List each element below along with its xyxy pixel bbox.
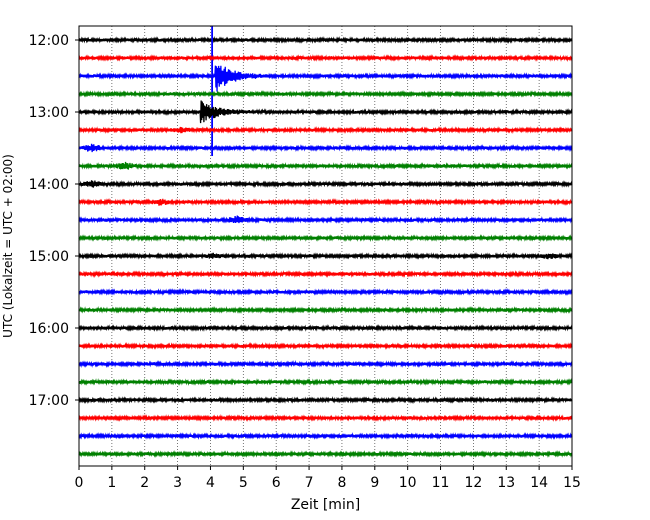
trace-line — [78, 100, 573, 124]
trace-line — [78, 36, 573, 44]
trace-line — [78, 126, 573, 134]
trace-line — [78, 360, 573, 369]
x-axis-ticks: 0 1 2 3 4 5 6 7 8 9 10 11 12 13 14 15 — [75, 466, 581, 491]
traces — [78, 26, 573, 459]
trace-line — [78, 90, 573, 98]
trace-line — [78, 65, 573, 92]
trace-line — [78, 306, 573, 314]
trace-line — [78, 234, 573, 243]
x-tick-label: 3 — [173, 475, 182, 491]
trace-line — [78, 54, 573, 62]
y-tick-label: 12:00 — [29, 33, 69, 49]
trace-line — [78, 396, 573, 404]
y-tick-label: 13:00 — [29, 105, 69, 121]
y-axis-label: UTC (Lokalzeit = UTC + 02:00) — [1, 154, 15, 338]
trace-line — [78, 252, 573, 260]
y-tick-label: 14:00 — [29, 177, 69, 193]
trace-line — [78, 450, 573, 459]
trace-line — [78, 432, 573, 440]
trace-line — [78, 324, 573, 333]
x-tick-label: 0 — [75, 475, 84, 491]
vertical-grid — [111, 26, 540, 466]
x-tick-label: 2 — [140, 475, 149, 491]
x-tick-label: 10 — [399, 475, 417, 491]
x-tick-label: 13 — [497, 475, 515, 491]
trace-line — [78, 215, 573, 224]
x-tick-label: 12 — [464, 475, 482, 491]
trace-line — [78, 161, 573, 170]
y-axis-ticks: 12:00 13:00 14:00 15:00 16:00 17:00 — [29, 33, 79, 409]
y-tick-label: 16:00 — [29, 321, 69, 337]
y-tick-label: 17:00 — [29, 393, 69, 409]
x-tick-label: 4 — [206, 475, 215, 491]
trace-line — [78, 270, 573, 278]
x-tick-label: 11 — [432, 475, 450, 491]
x-axis-label: Zeit [min] — [291, 497, 360, 513]
trace-line — [78, 288, 573, 296]
x-tick-label: 6 — [272, 475, 281, 491]
x-tick-label: 8 — [337, 475, 346, 491]
x-tick-label: 5 — [239, 475, 248, 491]
trace-line — [78, 342, 573, 350]
x-tick-label: 7 — [305, 475, 314, 491]
trace-line — [78, 180, 573, 189]
trace-line — [78, 378, 573, 386]
x-tick-label: 1 — [107, 475, 116, 491]
x-tick-label: 14 — [530, 475, 548, 491]
y-tick-label: 15:00 — [29, 249, 69, 265]
plot-frame — [78, 25, 573, 467]
x-tick-label: 15 — [563, 475, 581, 491]
x-tick-label: 9 — [370, 475, 379, 491]
trace-line — [78, 414, 573, 422]
trace-line — [78, 198, 573, 206]
trace-line — [78, 143, 573, 153]
